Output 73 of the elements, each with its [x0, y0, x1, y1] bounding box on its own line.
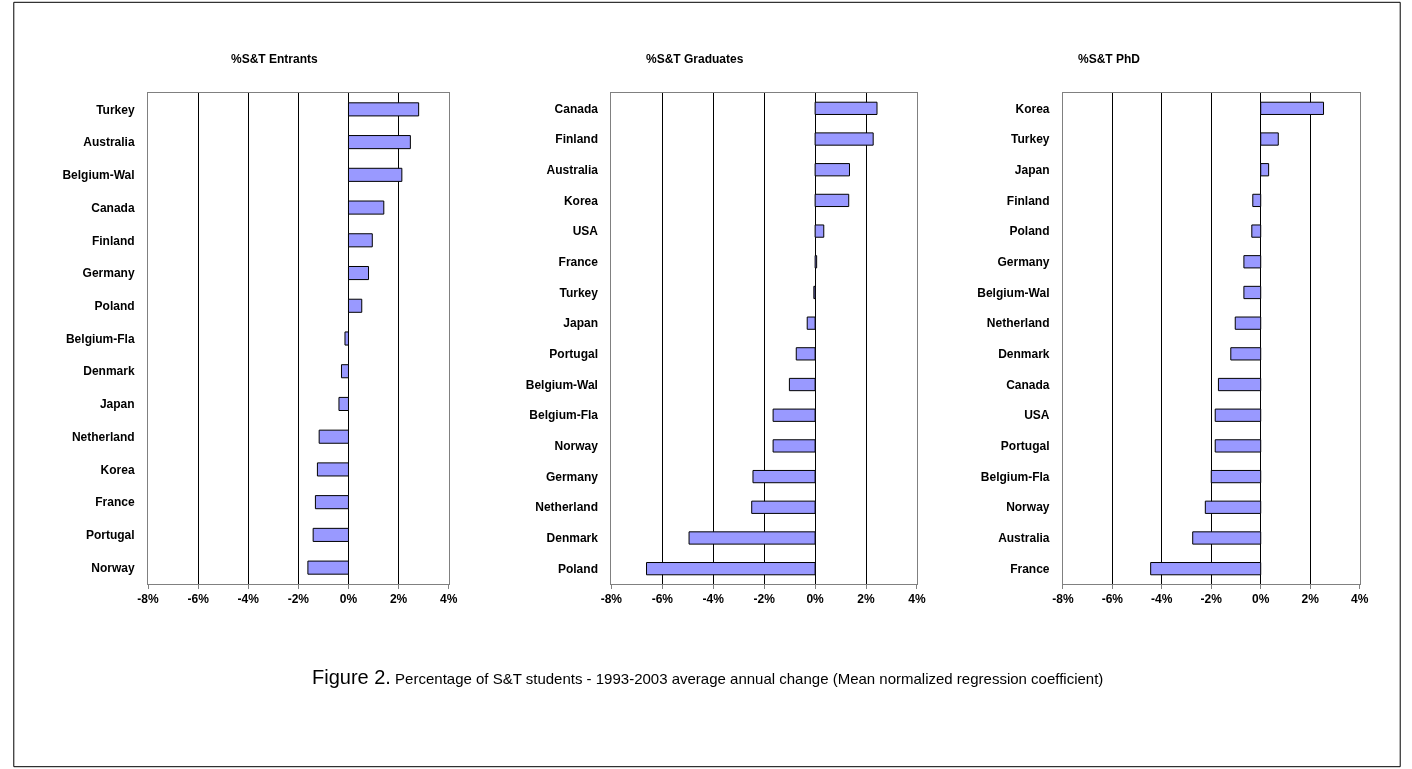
y-tick-label: Portugal: [1000, 439, 1050, 454]
y-tick-label: Poland: [1009, 224, 1050, 239]
x-tick-label: -6%: [651, 592, 674, 607]
x-tick-label: 2%: [389, 592, 408, 607]
y-tick-label: Belgium-Fla: [529, 408, 599, 423]
x-tick-label: -4%: [702, 592, 725, 607]
x-tick-label: -6%: [187, 592, 210, 607]
y-tick-label: Japan: [99, 397, 135, 412]
y-tick-label: Netherland: [535, 500, 598, 515]
y-tick-label: Australia: [83, 135, 135, 150]
y-tick-label: USA: [572, 224, 599, 239]
x-tick-label: 0%: [1252, 592, 1270, 607]
x-tick-label: 4%: [908, 592, 926, 607]
chart-title: %S&T Entrants: [231, 52, 318, 66]
y-tick-label: Denmark: [998, 347, 1050, 362]
y-tick-label: Norway: [554, 439, 599, 454]
y-tick-label: Korea: [1015, 101, 1050, 116]
y-tick-label: Australia: [546, 162, 599, 177]
y-tick-label: Japan: [563, 316, 598, 331]
y-tick-label: Belgium-Wal: [62, 168, 135, 183]
y-tick-label: Germany: [997, 254, 1050, 269]
y-tick-label: Japan: [1014, 162, 1050, 177]
x-tick-label: -2%: [1200, 592, 1223, 607]
y-tick-label: Portugal: [549, 347, 598, 362]
y-tick-label: Turkey: [96, 102, 135, 117]
y-tick-label: Australia: [998, 531, 1050, 546]
chart-title: %S&T Graduates: [646, 52, 744, 66]
y-tick-label: Finland: [555, 132, 598, 147]
y-tick-label: Canada: [554, 101, 599, 116]
caption: Figure 2.: [312, 666, 391, 688]
y-tick-label: France: [1010, 561, 1050, 576]
x-tick-label: 4%: [440, 592, 458, 607]
x-tick-label: -6%: [1101, 592, 1124, 607]
y-tick-label: Germany: [82, 266, 135, 281]
x-tick-label: -8%: [137, 592, 160, 607]
y-tick-label: Portugal: [85, 528, 135, 543]
y-tick-label: Canada: [1006, 377, 1050, 392]
y-tick-label: Turkey: [1011, 132, 1050, 147]
y-tick-label: Belgium-Wal: [977, 285, 1050, 300]
y-tick-label: Belgium-Fla: [65, 331, 135, 346]
y-tick-label: Korea: [100, 462, 135, 477]
x-tick-label: -8%: [1052, 592, 1074, 607]
y-tick-label: Denmark: [546, 531, 599, 546]
x-tick-label: 2%: [1301, 592, 1320, 607]
x-tick-label: 0%: [339, 592, 358, 607]
y-tick-label: Netherland: [71, 429, 135, 444]
y-tick-label: France: [95, 495, 135, 510]
y-tick-label: Norway: [91, 560, 135, 575]
y-tick-label: Korea: [563, 193, 599, 208]
y-tick-label: Finland: [1006, 193, 1050, 208]
x-tick-label: 0%: [806, 592, 825, 607]
y-tick-label: Finland: [91, 233, 135, 248]
x-tick-label: -2%: [287, 592, 310, 607]
y-tick-label: Germany: [545, 469, 599, 484]
y-tick-label: Netherland: [986, 316, 1050, 331]
y-tick-label: Turkey: [559, 285, 599, 300]
x-tick-label: 4%: [1350, 592, 1369, 607]
y-tick-label: Canada: [91, 200, 135, 215]
x-tick-label: 2%: [857, 592, 876, 607]
x-tick-label: -2%: [753, 592, 776, 607]
x-tick-label: -4%: [1151, 592, 1173, 607]
text: Percentage of S&T students - 1993-2003 average annual change (Mean normalized regression coefficient): [395, 670, 1104, 687]
y-tick-label: Poland: [557, 561, 598, 576]
y-tick-label: Denmark: [83, 364, 135, 379]
x-tick-label: -4%: [237, 592, 260, 607]
x-tick-label: -8%: [600, 592, 623, 607]
y-tick-label: Belgium-Wal: [525, 377, 598, 392]
y-tick-label: Belgium-Fla: [980, 469, 1050, 484]
y-tick-label: France: [558, 254, 599, 269]
y-tick-label: Poland: [94, 298, 135, 313]
chart-title: %S&T PhD: [1078, 52, 1141, 66]
y-tick-label: USA: [1024, 408, 1050, 423]
y-tick-label: Norway: [1006, 500, 1050, 515]
